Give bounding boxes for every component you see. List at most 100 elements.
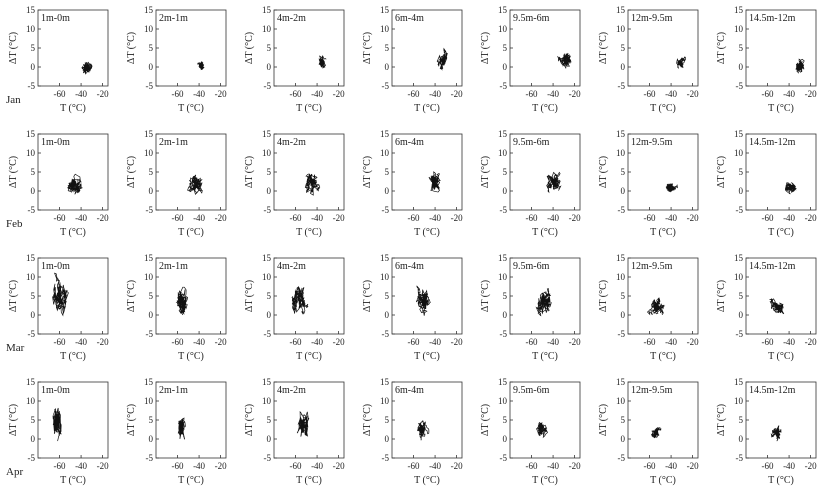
y-tick-label: 15 — [144, 377, 154, 387]
y-tick-label: -5 — [500, 329, 508, 339]
x-tick-label: -60 — [290, 213, 302, 223]
x-tick-label: -60 — [54, 213, 66, 223]
y-tick-label: 15 — [734, 5, 744, 15]
x-tick-label: -60 — [526, 89, 538, 99]
series-trajectory — [428, 171, 441, 193]
series-trajectory — [291, 285, 309, 315]
y-tick-label: 0 — [31, 186, 36, 196]
x-tick-label: -60 — [290, 461, 302, 471]
x-tick-label: -40 — [783, 461, 795, 471]
y-tick-label: 10 — [144, 24, 154, 34]
panel-feb-4: -5 0 5 10 15 -60 -40 -20 T (°C) ΔT (°C) 6m-4m — [362, 129, 463, 238]
x-tick-label: -60 — [526, 337, 538, 347]
x-axis-label: T (°C) — [650, 351, 676, 362]
y-tick-label: 10 — [616, 396, 626, 406]
x-axis-label: T (°C) — [60, 475, 86, 486]
y-tick-label: 0 — [267, 310, 272, 320]
x-tick-label: -20 — [687, 337, 699, 347]
x-tick-label: -20 — [569, 89, 581, 99]
x-axis-label: T (°C) — [414, 475, 440, 486]
panel-title: 14.5m-12m — [749, 137, 796, 148]
x-axis-label: T (°C) — [60, 351, 86, 362]
x-axis-label: T (°C) — [296, 475, 322, 486]
y-tick-label: 0 — [503, 310, 508, 320]
y-tick-label: -5 — [500, 453, 508, 463]
x-axis-label: T (°C) — [650, 227, 676, 238]
y-tick-label: 5 — [621, 415, 626, 425]
panel-title: 2m-1m — [159, 261, 188, 272]
x-axis-label: T (°C) — [60, 103, 86, 114]
x-tick-label: -60 — [644, 461, 656, 471]
x-tick-label: -20 — [215, 461, 227, 471]
y-tick-label: -5 — [500, 81, 508, 91]
x-tick-label: -60 — [644, 213, 656, 223]
y-axis-label: ΔT (°C) — [716, 404, 727, 436]
panel-feb-6: -5 0 5 10 15 -60 -40 -20 T (°C) ΔT (°C) 12m-9.5m — [598, 129, 699, 238]
y-tick-label: -5 — [382, 329, 390, 339]
panel-apr-7: -5 0 5 10 15 -60 -40 -20 T (°C) ΔT (°C) 14.5m-12m — [716, 377, 817, 486]
y-tick-label: 15 — [616, 377, 626, 387]
y-tick-label: 15 — [144, 5, 154, 15]
x-tick-label: -40 — [75, 461, 87, 471]
panel-title: 4m-2m — [277, 13, 306, 24]
y-tick-label: 0 — [385, 62, 390, 72]
y-tick-label: 15 — [380, 129, 390, 139]
x-tick-label: -40 — [783, 213, 795, 223]
x-axis-label: T (°C) — [768, 103, 794, 114]
y-axis-label: ΔT (°C) — [598, 404, 609, 436]
x-tick-label: -60 — [290, 337, 302, 347]
y-tick-label: 10 — [734, 24, 744, 34]
y-tick-label: 15 — [616, 5, 626, 15]
x-tick-label: -60 — [762, 461, 774, 471]
x-tick-label: -40 — [193, 213, 205, 223]
y-tick-label: 15 — [734, 253, 744, 263]
x-tick-label: -60 — [408, 337, 420, 347]
panel-jan-3: -5 0 5 10 15 -60 -40 -20 T (°C) ΔT (°C) 4m-2m — [244, 5, 345, 114]
x-tick-label: -20 — [97, 337, 109, 347]
panel-apr-6: -5 0 5 10 15 -60 -40 -20 T (°C) ΔT (°C) 12m-9.5m — [598, 377, 699, 486]
x-tick-label: -60 — [526, 213, 538, 223]
y-axis-label: ΔT (°C) — [480, 156, 491, 188]
x-tick-label: -40 — [311, 89, 323, 99]
x-axis-label: T (°C) — [296, 351, 322, 362]
y-tick-label: 5 — [149, 415, 154, 425]
panel-title: 9.5m-6m — [513, 385, 550, 396]
x-axis-label: T (°C) — [532, 227, 558, 238]
y-axis-label: ΔT (°C) — [716, 156, 727, 188]
x-tick-label: -20 — [97, 89, 109, 99]
y-axis-label: ΔT (°C) — [598, 156, 609, 188]
y-tick-label: 10 — [144, 148, 154, 158]
panel-mar-4: -5 0 5 10 15 -60 -40 -20 T (°C) ΔT (°C) 6m-4m — [362, 253, 463, 362]
x-tick-label: -40 — [547, 89, 559, 99]
y-tick-label: 15 — [380, 377, 390, 387]
panel-jan-4: -5 0 5 10 15 -60 -40 -20 T (°C) ΔT (°C) 6m-4m — [362, 5, 463, 114]
x-tick-label: -20 — [805, 213, 817, 223]
y-tick-label: 5 — [621, 167, 626, 177]
x-tick-label: -40 — [665, 461, 677, 471]
panel-title: 9.5m-6m — [513, 261, 550, 272]
y-tick-label: 15 — [380, 253, 390, 263]
panel-feb-5: -5 0 5 10 15 -60 -40 -20 T (°C) ΔT (°C) 9.5m-6m — [480, 129, 581, 238]
y-tick-label: 10 — [262, 24, 272, 34]
y-tick-label: 10 — [262, 396, 272, 406]
panel-title: 2m-1m — [159, 385, 188, 396]
x-axis-label: T (°C) — [414, 103, 440, 114]
y-tick-label: 5 — [739, 415, 744, 425]
y-tick-label: 0 — [739, 62, 744, 72]
x-tick-label: -40 — [311, 461, 323, 471]
y-tick-label: -5 — [264, 81, 272, 91]
panel-title: 12m-9.5m — [631, 261, 673, 272]
panel-jan-6: -5 0 5 10 15 -60 -40 -20 T (°C) ΔT (°C) 12m-9.5m — [598, 5, 699, 114]
y-tick-label: -5 — [736, 329, 744, 339]
series-trajectory — [665, 183, 678, 193]
x-axis-label: T (°C) — [414, 351, 440, 362]
panel-title: 14.5m-12m — [749, 13, 796, 24]
panel-mar-7: -5 0 5 10 15 -60 -40 -20 T (°C) ΔT (°C) 14.5m-12m — [716, 253, 817, 362]
series-trajectory — [650, 427, 662, 439]
x-tick-label: -20 — [333, 213, 345, 223]
series-trajectory — [415, 285, 431, 316]
x-axis-label: T (°C) — [178, 351, 204, 362]
y-tick-label: 10 — [380, 272, 390, 282]
y-tick-label: 0 — [739, 186, 744, 196]
